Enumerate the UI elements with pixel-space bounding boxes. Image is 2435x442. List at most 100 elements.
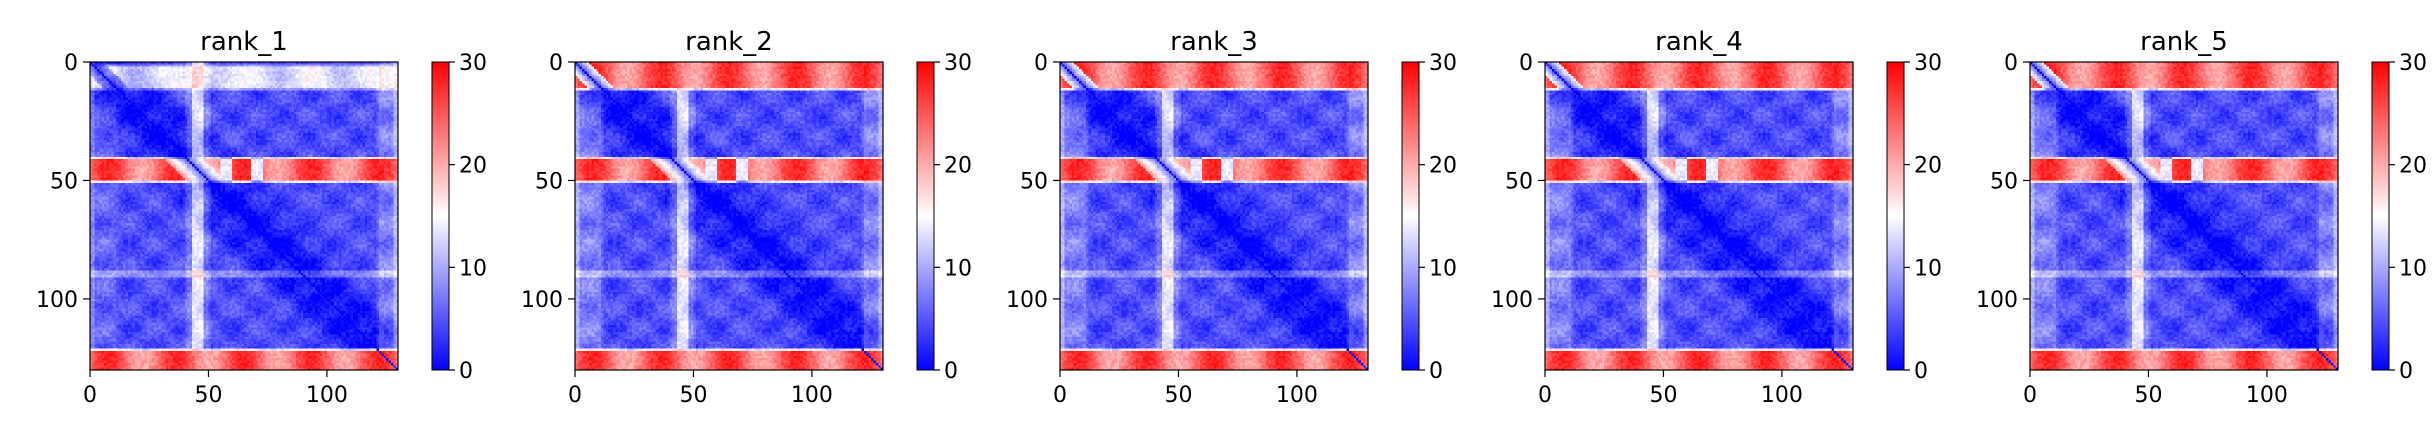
heatmap-cell xyxy=(355,100,358,103)
heatmap-cell xyxy=(95,64,98,67)
heatmap-cell xyxy=(268,105,271,108)
heatmap-cell xyxy=(389,67,392,70)
heatmap-cell xyxy=(256,74,259,77)
heatmap-cell xyxy=(303,98,306,101)
heatmap-cell xyxy=(379,76,382,79)
heatmap-cell xyxy=(126,98,129,101)
heatmap-cell xyxy=(332,95,335,98)
heatmap-cell xyxy=(109,64,112,67)
heatmap-cell xyxy=(187,76,190,79)
heatmap-cell xyxy=(168,98,171,101)
heatmap-cell xyxy=(173,79,176,82)
heatmap-cell xyxy=(206,90,209,93)
heatmap-cell xyxy=(367,102,370,105)
heatmap-cell xyxy=(201,64,204,67)
heatmap-cell xyxy=(142,67,145,70)
subplot-title: rank_1 xyxy=(200,27,288,57)
heatmap-cell xyxy=(109,76,112,79)
heatmap-cell xyxy=(303,93,306,96)
heatmap-cell xyxy=(104,64,107,67)
heatmap-cell xyxy=(239,81,242,84)
heatmap-cell xyxy=(374,79,377,82)
heatmap-cell xyxy=(140,81,143,84)
heatmap-cell xyxy=(282,105,285,108)
heatmap-cell xyxy=(325,67,328,70)
heatmap-cell xyxy=(389,93,392,96)
heatmap-cell xyxy=(185,74,188,77)
heatmap-cell xyxy=(303,74,306,77)
heatmap-cell xyxy=(275,71,278,74)
heatmap-cell xyxy=(220,76,223,79)
heatmap-cell xyxy=(374,71,377,74)
heatmap-cell xyxy=(173,93,176,96)
heatmap-cell xyxy=(107,98,110,101)
heatmap-cell xyxy=(336,100,339,103)
heatmap-cell xyxy=(230,93,233,96)
heatmap-cell xyxy=(334,83,337,86)
heatmap-cell xyxy=(137,98,140,101)
heatmap-cell xyxy=(308,81,311,84)
heatmap-cell xyxy=(227,105,230,108)
heatmap-cell xyxy=(109,67,112,70)
heatmap-cell xyxy=(166,90,169,93)
heatmap-cell xyxy=(147,86,150,89)
heatmap-cell xyxy=(218,95,221,98)
heatmap-cell xyxy=(180,67,183,70)
heatmap-cell xyxy=(116,105,119,108)
heatmap-cell xyxy=(322,86,325,89)
heatmap-cell xyxy=(159,93,162,96)
heatmap-cell xyxy=(116,64,119,67)
heatmap-cell xyxy=(114,71,117,74)
heatmap-cell xyxy=(287,86,290,89)
heatmap-cell xyxy=(298,71,301,74)
heatmap-cell xyxy=(178,105,181,108)
heatmap-cell xyxy=(204,83,207,86)
heatmap-cell xyxy=(123,74,126,77)
heatmap-cell xyxy=(315,81,318,84)
heatmap-cell xyxy=(187,102,190,105)
heatmap-cell xyxy=(268,95,271,98)
heatmap-cell xyxy=(152,79,155,82)
heatmap-cell xyxy=(362,90,365,93)
heatmap-cell xyxy=(204,102,207,105)
heatmap-cell xyxy=(109,74,112,77)
heatmap-cell xyxy=(159,95,162,98)
heatmap-cell xyxy=(362,71,365,74)
heatmap-cell xyxy=(268,83,271,86)
heatmap-cell xyxy=(180,93,183,96)
heatmap-cell xyxy=(239,93,242,96)
heatmap-cell xyxy=(99,81,102,84)
heatmap-cell xyxy=(265,95,268,98)
heatmap-cell xyxy=(303,79,306,82)
heatmap-cell xyxy=(251,81,254,84)
heatmap-cell xyxy=(126,86,129,89)
heatmap-cell xyxy=(97,95,100,98)
heatmap-cell xyxy=(227,67,230,70)
heatmap-cell xyxy=(95,71,98,74)
heatmap-cell xyxy=(246,102,249,105)
heatmap-cell xyxy=(327,90,330,93)
heatmap-cell xyxy=(104,71,107,74)
heatmap-cell xyxy=(268,69,271,72)
heatmap-cell xyxy=(163,71,166,74)
heatmap-cell xyxy=(116,88,119,91)
heatmap-cell xyxy=(142,86,145,89)
heatmap-cell xyxy=(265,105,268,108)
heatmap-cell xyxy=(332,79,335,82)
heatmap-cell xyxy=(272,98,275,101)
heatmap-cell xyxy=(213,93,216,96)
heatmap-cell xyxy=(126,67,129,70)
heatmap-cell xyxy=(367,81,370,84)
heatmap-cell xyxy=(111,98,114,101)
heatmap-cell xyxy=(126,88,129,91)
heatmap-cell xyxy=(147,74,150,77)
heatmap-cell xyxy=(95,90,98,93)
heatmap-cell xyxy=(95,76,98,79)
heatmap-cell xyxy=(102,76,105,79)
subplot-rank_1: rank_10 50 1000501000102030 xyxy=(36,27,487,408)
heatmap-cell xyxy=(332,90,335,93)
heatmap-cell xyxy=(393,83,396,86)
heatmap-cell xyxy=(197,76,200,79)
heatmap-cell xyxy=(123,105,126,108)
heatmap-cell xyxy=(194,90,197,93)
